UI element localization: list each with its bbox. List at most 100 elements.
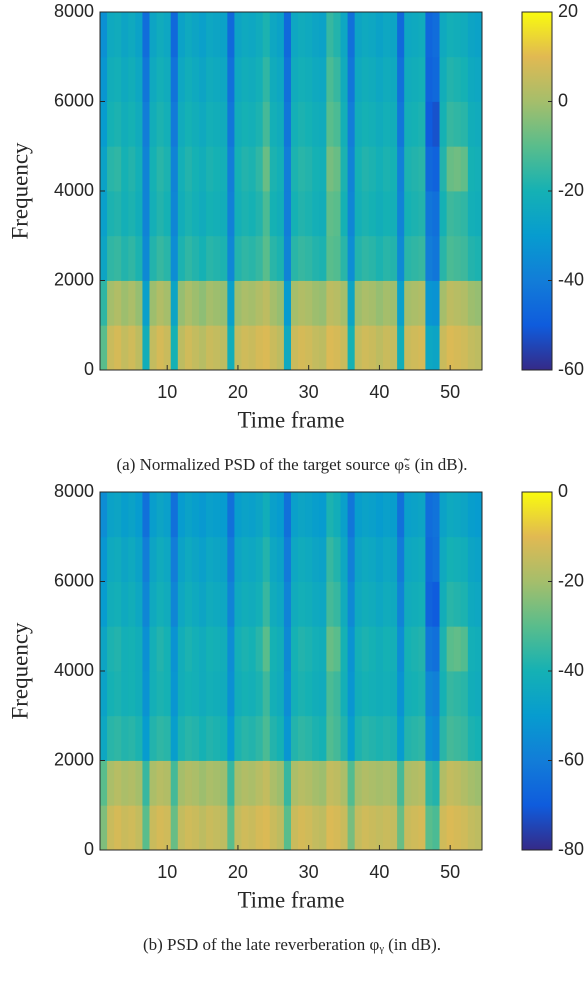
heatmap-cell [312, 191, 320, 237]
heatmap-cell [163, 12, 172, 58]
heatmap-cell [206, 325, 214, 371]
heatmap-cell [199, 146, 207, 192]
heatmap-cell [418, 626, 426, 672]
heatmap-cell [397, 146, 405, 192]
heatmap-cell [425, 760, 433, 806]
heatmap-cell [114, 536, 122, 582]
heatmap-cell [114, 715, 122, 761]
heatmap-cell [340, 191, 348, 237]
heatmap-cell [135, 760, 143, 806]
heatmap-cell [199, 101, 207, 147]
heatmap-cell [397, 235, 405, 281]
x-tick-label: 50 [440, 862, 460, 882]
heatmap-cell [446, 235, 455, 281]
heatmap-cell [121, 715, 129, 761]
heatmap-cell [234, 56, 242, 102]
heatmap-cell [291, 760, 299, 806]
heatmap-cell [390, 581, 398, 627]
heatmap-cell [213, 191, 221, 237]
heatmap-cell [114, 191, 122, 237]
heatmap-cell [411, 492, 419, 538]
heatmap-cell [305, 715, 313, 761]
heatmap-cell [397, 626, 405, 672]
heatmap-cell [432, 56, 440, 102]
heatmap-cell [234, 626, 242, 672]
heatmap-cell [283, 626, 292, 672]
heatmap-cell [411, 581, 419, 627]
heatmap-cell [234, 492, 242, 538]
heatmap-cell [354, 805, 363, 851]
heatmap-cell [241, 101, 249, 147]
heatmap-cell [142, 581, 150, 627]
heatmap-cell [142, 492, 150, 538]
heatmap-cell [312, 671, 320, 717]
heatmap-cell [283, 280, 292, 326]
heatmap-cell [326, 325, 334, 371]
heatmap-cell [114, 56, 122, 102]
heatmap-cell [191, 536, 200, 582]
heatmap-cell [326, 235, 334, 281]
heatmap-cell [121, 492, 129, 538]
heatmap-cell [453, 760, 462, 806]
heatmap-cell [305, 56, 313, 102]
heatmap-cell [474, 626, 483, 672]
x-axis-label: Time frame [237, 407, 344, 432]
x-tick-label: 20 [228, 382, 248, 402]
heatmap-cell [269, 235, 278, 281]
heatmap-cell [432, 626, 440, 672]
heatmap-cell [354, 626, 363, 672]
heatmap-cell [411, 715, 419, 761]
heatmap-cell [390, 626, 398, 672]
heatmap-cell [156, 671, 165, 717]
heatmap-cell [135, 146, 143, 192]
heatmap-cell [135, 191, 143, 237]
heatmap-cell [298, 626, 306, 672]
heatmap-cell [340, 492, 348, 538]
heatmap-cell [114, 760, 122, 806]
heatmap-cell [319, 581, 327, 627]
heatmap-cell [375, 325, 384, 371]
heatmap-cell [446, 325, 455, 371]
heatmap-cell [283, 56, 292, 102]
heatmap-cell [135, 581, 143, 627]
heatmap-cell [227, 235, 235, 281]
heatmap-cell [283, 536, 292, 582]
heatmap-cell [354, 715, 363, 761]
heatmap-cell [156, 760, 165, 806]
heatmap-cell [319, 146, 327, 192]
y-axis-label: Frequency [7, 142, 32, 240]
heatmap-cell [121, 581, 129, 627]
heatmap-cell [326, 191, 334, 237]
heatmap-cell [326, 805, 334, 851]
heatmap-cell [213, 805, 221, 851]
heatmap-cell [411, 235, 419, 281]
heatmap-cell [213, 715, 221, 761]
heatmap-cell [305, 805, 313, 851]
heatmap-cell [269, 280, 278, 326]
heatmap-cell [319, 12, 327, 58]
heatmap-cell [206, 280, 214, 326]
heatmap-cell [411, 191, 419, 237]
heatmap-cell [291, 12, 299, 58]
heatmap-cell [156, 536, 165, 582]
heatmap-cell [439, 492, 448, 538]
heatmap-cell [397, 325, 405, 371]
x-tick-label: 10 [157, 382, 177, 402]
heatmap-cell [312, 56, 320, 102]
heatmap-cell [234, 671, 242, 717]
heatmap-cell [241, 626, 249, 672]
colorbar-tick-label: 20 [558, 1, 578, 21]
heatmap-cell [354, 760, 363, 806]
heatmap-cell [340, 536, 348, 582]
heatmap-cell [467, 536, 476, 582]
heatmap-cell [291, 146, 299, 192]
heatmap-cell [460, 101, 469, 147]
heatmap-cell [425, 626, 433, 672]
heatmap-cell [375, 671, 384, 717]
heatmap-cell [354, 235, 363, 281]
heatmap-cell [177, 191, 186, 237]
heatmap-cell [326, 626, 334, 672]
heatmap-cell [382, 626, 391, 672]
heatmap-cell [227, 146, 235, 192]
heatmap-cell [446, 671, 455, 717]
